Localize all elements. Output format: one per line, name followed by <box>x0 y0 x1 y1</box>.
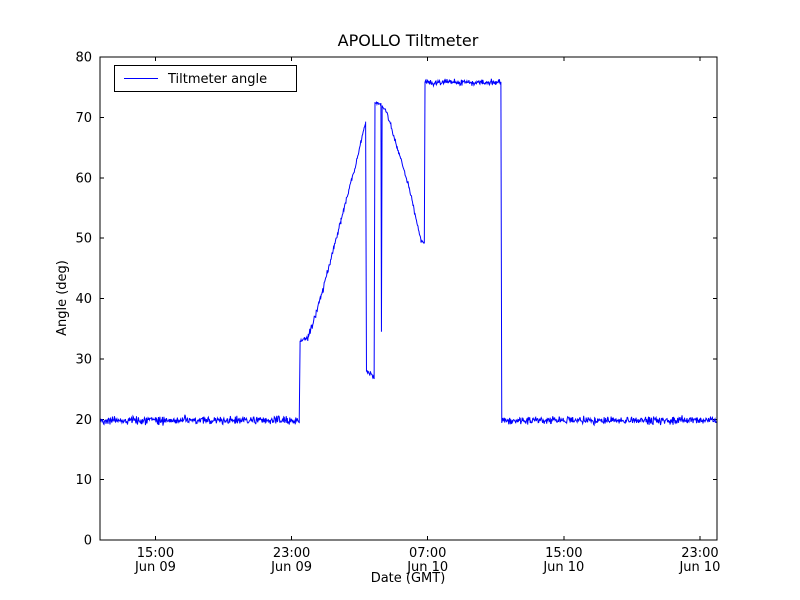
x-tick-label-date: Jun 10 <box>678 560 720 575</box>
series-line-tiltmeter-angle <box>100 78 717 540</box>
y-tick-label: 70 <box>75 111 92 126</box>
x-tick-label-date: Jun 10 <box>406 560 448 575</box>
y-tick-label: 60 <box>75 171 92 186</box>
chart-title: APOLLO Tiltmeter <box>338 31 479 50</box>
y-tick-label: 0 <box>84 534 92 549</box>
y-tick-label: 40 <box>75 292 92 307</box>
y-tick-label: 80 <box>75 51 92 66</box>
x-axis-label: Date (GMT) <box>371 571 446 586</box>
x-tick-label-time: 23:00 <box>273 546 310 561</box>
x-tick-label-time: 15:00 <box>545 546 582 561</box>
legend: Tiltmeter angle <box>114 65 297 92</box>
y-tick-label: 50 <box>75 232 92 247</box>
y-axis-label: Angle (deg) <box>55 260 70 336</box>
y-tick-label: 10 <box>75 473 92 488</box>
legend-entry-label: Tiltmeter angle <box>167 72 267 87</box>
plot-border <box>99 56 718 541</box>
y-tick-label: 20 <box>75 413 92 428</box>
x-tick-label-date: Jun 09 <box>270 560 312 575</box>
x-tick-label-time: 15:00 <box>137 546 174 561</box>
x-tick-label-date: Jun 10 <box>542 560 584 575</box>
y-tick-label: 30 <box>75 352 92 367</box>
x-tick-label-time: 07:00 <box>409 546 446 561</box>
x-tick-label-time: 23:00 <box>681 546 718 561</box>
x-tick-label-date: Jun 09 <box>134 560 176 575</box>
